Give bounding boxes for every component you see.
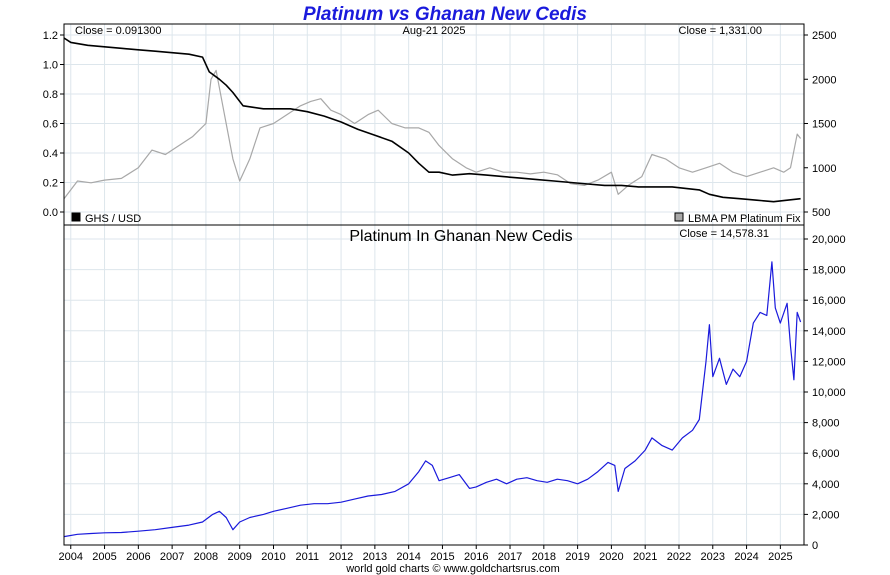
bottom-right-tick-label: 10,000 — [812, 387, 846, 399]
bottom-right-tick-label: 0 — [812, 540, 818, 552]
x-tick-label-2020: 2020 — [599, 551, 623, 563]
bottom-right-tick-label: 16,000 — [812, 295, 846, 307]
x-tick-label-2012: 2012 — [329, 551, 353, 563]
x-tick-label-2005: 2005 — [92, 551, 116, 563]
top-series-group — [63, 37, 802, 203]
x-tick-label-2007: 2007 — [160, 551, 184, 563]
x-tick-label-2006: 2006 — [126, 551, 150, 563]
series-line-platinum-fix — [63, 69, 802, 200]
x-tick-label-2010: 2010 — [261, 551, 285, 563]
legend-swatch-platinum-fix — [674, 212, 684, 222]
legend-ghs-usd: GHS / USD — [71, 212, 141, 225]
top-left-tick-label: 0.8 — [43, 89, 58, 101]
bottom-panel: 0 2,000 4,000 6,000 8,000 10,000 12,000 14,000 1… — [63, 224, 846, 552]
top-date-label: Aug-21 2025 — [403, 25, 466, 37]
bottom-right-tick-label: 18,000 — [812, 265, 846, 277]
x-tick-label-2015: 2015 — [430, 551, 454, 563]
bottom-right-tick-label: 4,000 — [812, 479, 840, 491]
x-tick-label-2021: 2021 — [633, 551, 657, 563]
x-tick-label-2009: 2009 — [227, 551, 251, 563]
x-tick-label-2023: 2023 — [701, 551, 725, 563]
x-tick-label-2013: 2013 — [363, 551, 387, 563]
x-tick-label-2022: 2022 — [667, 551, 691, 563]
bottom-panel-frame — [63, 224, 805, 546]
legend-platinum-fix: LBMA PM Platinum Fix — [674, 212, 801, 225]
top-left-tick-label: 0.0 — [43, 207, 58, 219]
top-left-tick-label: 0.4 — [43, 148, 58, 160]
top-left-tick-label: 1.0 — [43, 60, 58, 72]
bottom-right-tick-label: 20,000 — [812, 234, 846, 246]
top-right-tick-label: 1000 — [812, 163, 836, 175]
x-tick-label-2008: 2008 — [194, 551, 218, 563]
x-tick-label-2018: 2018 — [532, 551, 556, 563]
x-tick-label-2019: 2019 — [565, 551, 589, 563]
legend-label-ghs-usd: GHS / USD — [85, 213, 141, 225]
bottom-right-tick-label: 2,000 — [812, 509, 840, 521]
bottom-right-axis: 0 2,000 4,000 6,000 8,000 10,000 12,000 14,000 1… — [804, 234, 846, 552]
series-line-platinum-in-cedis — [63, 261, 802, 538]
legend-label-platinum-fix: LBMA PM Platinum Fix — [688, 213, 801, 225]
top-right-axis: 500 1000 1500 2000 2500 — [804, 30, 836, 219]
x-tick-label-2014: 2014 — [396, 551, 420, 563]
top-left-axis: 0.0 0.2 0.4 0.6 0.8 1.0 1.2 — [43, 30, 64, 219]
bottom-panel-title: Platinum In Ghanan New Cedis — [349, 228, 572, 245]
footer-credit: world gold charts © www.goldchartsrus.co… — [345, 563, 560, 575]
bottom-right-tick-label: 12,000 — [812, 356, 846, 368]
series-line-ghs-usd — [63, 37, 801, 203]
top-right-tick-label: 2500 — [812, 30, 836, 42]
top-left-close-label: Close = 0.091300 — [75, 25, 162, 37]
x-tick-label-2025: 2025 — [768, 551, 792, 563]
top-right-tick-label: 500 — [812, 207, 830, 219]
x-axis: 2004 2005 2006 2007 2008 2009 2010 2011 2012 2013… — [59, 545, 793, 563]
top-right-tick-label: 2000 — [812, 74, 836, 86]
chart-title: Platinum vs Ghanan New Cedis — [303, 4, 587, 25]
top-right-tick-label: 1500 — [812, 119, 836, 131]
top-panel: 0.0 0.2 0.4 0.6 0.8 1.0 1.2 500 1000 1500 2000 250… — [43, 23, 836, 226]
x-tick-label-2011: 2011 — [295, 551, 319, 563]
bottom-series-group — [63, 261, 802, 538]
top-right-close-label: Close = 1,331.00 — [679, 25, 762, 37]
bottom-right-tick-label: 14,000 — [812, 326, 846, 338]
x-tick-label-2004: 2004 — [59, 551, 83, 563]
bottom-right-tick-label: 8,000 — [812, 418, 840, 430]
top-left-tick-label: 0.2 — [43, 178, 58, 190]
legend-swatch-ghs-usd — [71, 212, 81, 222]
x-tick-label-2016: 2016 — [464, 551, 488, 563]
top-grid — [64, 24, 804, 225]
x-tick-label-2024: 2024 — [734, 551, 758, 563]
bottom-right-tick-label: 6,000 — [812, 448, 840, 460]
top-left-tick-label: 1.2 — [43, 30, 58, 42]
top-left-tick-label: 0.6 — [43, 119, 58, 131]
x-tick-label-2017: 2017 — [498, 551, 522, 563]
bottom-close-label: Close = 14,578.31 — [679, 228, 769, 240]
